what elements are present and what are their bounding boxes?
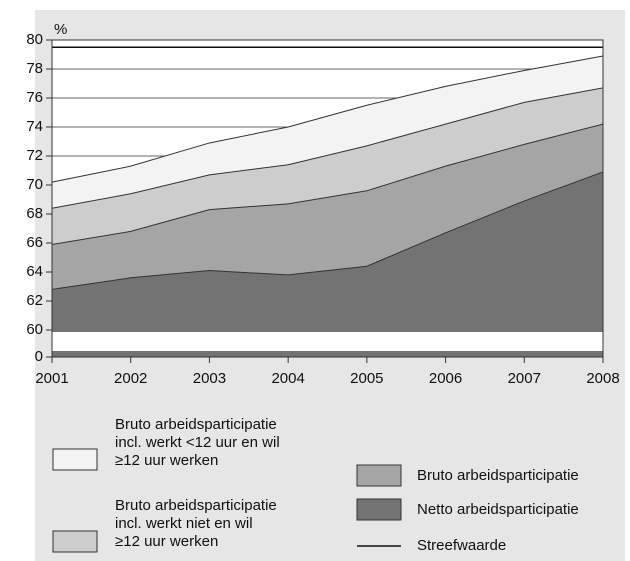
x-tick-label: 2002 — [114, 370, 147, 387]
x-tick-label: 2007 — [508, 370, 541, 387]
x-tick-label: 2005 — [350, 370, 383, 387]
legend-swatch — [52, 448, 98, 471]
y-tick-label: 74 — [26, 118, 43, 135]
y-tick-label: 60 — [26, 321, 43, 338]
x-tick-label: 2001 — [35, 370, 68, 387]
y-tick-label: 70 — [26, 176, 43, 193]
y-tick-label: 80 — [26, 31, 43, 48]
x-tick-label: 2006 — [429, 370, 462, 387]
legend-label: Streefwaarde — [417, 537, 507, 554]
area-edge — [51, 87, 604, 209]
y-tick-label: 0 — [35, 348, 43, 365]
y-tick-label: 78 — [26, 60, 43, 77]
y-tick-label: 76 — [26, 89, 43, 106]
area — [52, 171, 603, 357]
y-tick-label: 64 — [26, 263, 43, 280]
y-axis-label: % — [54, 21, 67, 38]
legend-label: Bruto arbeidsparticipatie incl. werkt <1… — [115, 416, 280, 469]
y-tick-label: 62 — [26, 292, 43, 309]
legend-swatch — [52, 530, 98, 553]
x-tick-label: 2003 — [193, 370, 226, 387]
x-tick-label: 2004 — [271, 370, 304, 387]
y-tick-label: 66 — [26, 234, 43, 251]
axis-break — [52, 332, 603, 351]
legend-swatch — [356, 498, 402, 521]
x-tick-label: 2008 — [586, 370, 619, 387]
y-tick-label: 72 — [26, 147, 43, 164]
area-edge — [51, 55, 604, 183]
legend-label: Bruto arbeidsparticipatie incl. werkt ni… — [115, 497, 277, 550]
area-edge — [51, 123, 604, 245]
plot-border — [51, 39, 604, 358]
legend-label: Netto arbeidsparticipatie — [417, 501, 579, 518]
legend-label: Bruto arbeidsparticipatie — [417, 467, 579, 484]
legend-swatch — [356, 464, 402, 487]
y-tick-label: 68 — [26, 205, 43, 222]
area-edge — [51, 171, 604, 290]
